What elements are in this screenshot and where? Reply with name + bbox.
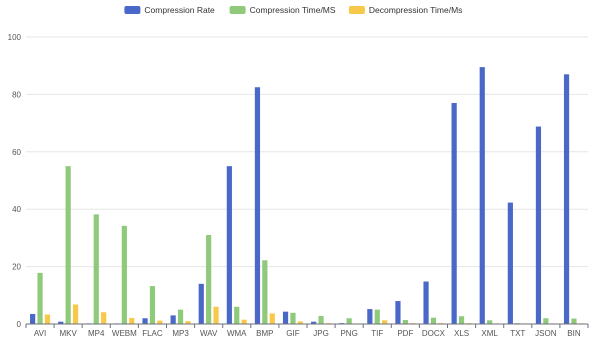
bar-jpg-series-1[interactable] (318, 315, 324, 324)
y-tick-label: 40 (12, 205, 21, 214)
bar-flac-series-1[interactable] (149, 286, 156, 324)
legend-item[interactable]: Compression Rate (124, 5, 215, 15)
bar-txt-series-0[interactable] (507, 202, 513, 324)
x-tick-label: TXT (510, 329, 525, 338)
x-tick-label: XML (481, 329, 498, 338)
bar-pdf-series-0[interactable] (395, 301, 401, 324)
bar-xml-series-1[interactable] (487, 320, 493, 324)
bar-wav-series-2[interactable] (213, 306, 219, 324)
x-tick-label: MP4 (88, 329, 105, 338)
legend-label: Compression Time/MS (250, 5, 336, 15)
x-axis-ticks: AVI MKV MP4 WEBM FLAC MP3 WAV WMA BMP GIF JPG PNG TI… (34, 329, 581, 338)
bar-xls-series-1[interactable] (458, 316, 465, 324)
x-tick-label: JSON (535, 329, 557, 338)
legend-label: Decompression Time/Ms (369, 5, 463, 15)
legend-swatch (348, 6, 365, 14)
bar-bmp-series-1[interactable] (262, 260, 268, 324)
bar-docx-series-1[interactable] (430, 317, 437, 324)
bar-pdf-series-1[interactable] (402, 319, 408, 324)
bar-mkv-series-2[interactable] (72, 304, 79, 324)
y-axis-ticks: 0 20 40 60 80 100 (8, 33, 22, 329)
bar-wav-series-0[interactable] (198, 283, 204, 324)
bar-avi-series-1[interactable] (37, 272, 43, 324)
bar-gif-series-1[interactable] (290, 312, 296, 324)
bar-bin-series-0[interactable] (563, 74, 570, 324)
bar-mkv-series-0[interactable] (58, 321, 64, 324)
bar-wma-series-2[interactable] (241, 319, 247, 324)
x-tick-label: TIF (371, 329, 383, 338)
bar-gif-series-2[interactable] (297, 321, 303, 324)
legend-label: Compression Rate (144, 5, 215, 15)
bar-avi-series-2[interactable] (44, 314, 51, 324)
y-tick-label: 20 (12, 263, 21, 272)
x-tick-label: WEBM (112, 329, 137, 338)
legend-swatch (229, 6, 246, 14)
x-tick-label: MKV (59, 329, 77, 338)
bar-wma-series-0[interactable] (226, 166, 232, 324)
bar-json-series-0[interactable] (535, 126, 542, 324)
bar-gif-series-0[interactable] (282, 311, 289, 324)
legend-swatch (124, 6, 141, 14)
bar-xls-series-0[interactable] (451, 103, 457, 324)
bar-mp3-series-1[interactable] (177, 309, 184, 324)
x-tick-label: AVI (34, 329, 46, 338)
x-tick-label: BIN (567, 329, 581, 338)
x-tick-label: GIF (286, 329, 299, 338)
x-tick-label: WAV (200, 329, 218, 338)
y-tick-label: 100 (8, 33, 22, 42)
bar-webm-series-2[interactable] (129, 317, 135, 324)
x-tick-label: WMA (227, 329, 247, 338)
bar-xml-series-0[interactable] (479, 67, 485, 324)
bar-bin-series-1[interactable] (571, 318, 577, 324)
legend-item[interactable]: Decompression Time/Ms (348, 5, 463, 15)
bar-avi-series-0[interactable] (30, 313, 36, 324)
x-tick-label: XLS (454, 329, 469, 338)
x-tick-label: DOCX (422, 329, 446, 338)
bar-tif-series-0[interactable] (367, 309, 373, 324)
bar-mp4-series-1[interactable] (93, 214, 99, 324)
grid-lines (26, 36, 588, 268)
bar-jpg-series-0[interactable] (311, 321, 317, 324)
y-tick-label: 80 (12, 90, 21, 99)
bar-mp4-series-2[interactable] (101, 312, 107, 324)
bar-bmp-series-2[interactable] (269, 313, 275, 324)
bar-bmp-series-0[interactable] (254, 87, 261, 324)
bar-tif-series-2[interactable] (382, 320, 388, 324)
legend[interactable]: Compression Rate Compression Time/MS Decom… (124, 5, 462, 15)
bar-wav-series-1[interactable] (206, 235, 212, 324)
bars (30, 67, 584, 324)
bar-docx-series-0[interactable] (423, 281, 429, 324)
bar-tif-series-1[interactable] (374, 309, 380, 324)
x-tick-label: JPG (313, 329, 329, 338)
bar-flac-series-2[interactable] (157, 320, 163, 324)
x-tick-label: PNG (340, 329, 357, 338)
bar-wma-series-1[interactable] (234, 306, 240, 324)
legend-item[interactable]: Compression Time/MS (229, 5, 336, 15)
bar-mkv-series-1[interactable] (65, 166, 71, 324)
bar-mp3-series-2[interactable] (185, 321, 191, 324)
bar-flac-series-0[interactable] (142, 318, 148, 324)
bar-png-series-1[interactable] (346, 318, 352, 324)
x-tick-label: PDF (397, 329, 413, 338)
x-tick-label: BMP (256, 329, 273, 338)
x-tick-label: MP3 (172, 329, 189, 338)
y-tick-label: 0 (17, 320, 22, 329)
y-tick-label: 60 (12, 148, 21, 157)
bar-json-series-1[interactable] (543, 318, 549, 324)
x-axis (25, 323, 589, 328)
x-tick-label: FLAC (142, 329, 163, 338)
bar-webm-series-1[interactable] (121, 225, 127, 324)
bar-mp3-series-0[interactable] (170, 315, 176, 324)
